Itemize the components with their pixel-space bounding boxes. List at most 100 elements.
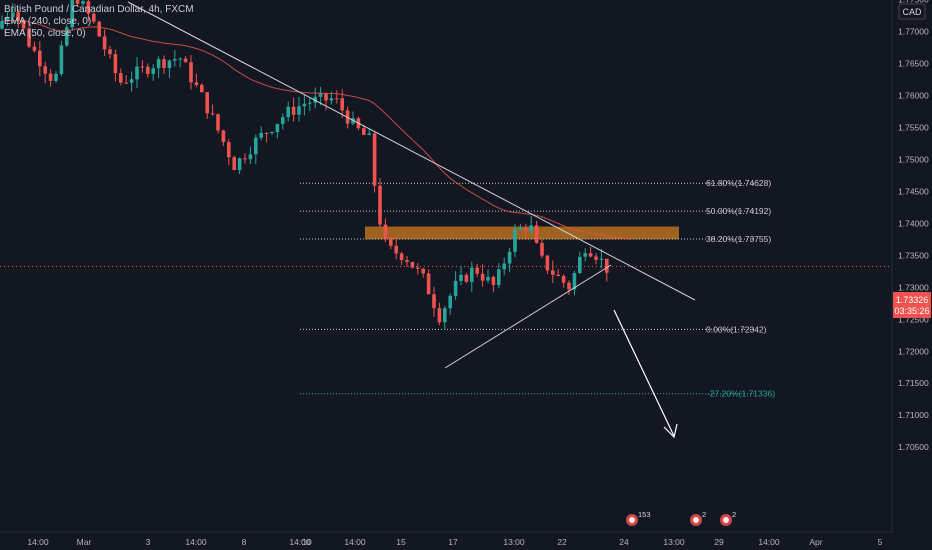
candle-body [502,263,506,270]
candle-body [426,273,431,295]
trend-drawings [127,1,696,439]
candle-body [59,45,64,74]
candlesticks [0,0,609,330]
candle-body [351,118,355,124]
candle-body [453,280,458,296]
candle-body [146,66,150,74]
candle-body [372,133,377,186]
candle-body [583,253,587,257]
candle-body [394,245,398,254]
ema-240-label[interactable]: EMA (240, close, 0) [4,16,92,27]
candle-body [524,227,528,231]
last-price-tag: 1.73326 03:35:26 [893,292,931,318]
ema-line [1,20,631,240]
price-axis[interactable]: 1.77500 1.77000 1.76500 1.76000 1.75500 1.750… [898,0,929,452]
candle-body [81,1,85,4]
chart-legend: British Pound / Canadian Dollar, 4h, FXC… [4,4,194,40]
candle-body [410,261,415,268]
candle-body [448,295,452,309]
candle-body [432,294,436,309]
time-tick-label: 13:00 [503,537,525,547]
candle-body [243,158,247,160]
ema-50-label[interactable]: EMA (50, close, 0) [4,28,86,39]
symbol-title[interactable]: British Pound / Canadian Dollar, 4h, FXC… [4,4,194,15]
candle-body [113,54,118,74]
candle-body [318,93,323,97]
candle-body [167,60,172,69]
candle-body [5,16,10,22]
fib-level-label: 0.00%(1.72342) [706,324,767,334]
time-tick-label: 24 [619,537,629,547]
candle-body [11,12,15,17]
candle-body [194,82,199,85]
candle-body [16,12,20,20]
candle-body [497,269,501,285]
candle-body [156,59,161,69]
price-tick-label: 1.75500 [898,122,929,132]
price-tick-label: 1.70500 [898,442,929,452]
candle-body [27,28,31,47]
candle-body [491,276,496,285]
projection-arrow-line[interactable] [613,309,675,437]
time-tick-label: Mar [77,537,92,547]
descending-trendline[interactable] [127,1,696,301]
candle-body [281,117,285,124]
candle-body [135,66,139,80]
candle-body [254,137,258,155]
candle-body [540,242,544,256]
price-tick-label: 1.73500 [898,250,929,260]
price-tick-label: 1.72500 [898,314,929,324]
countdown-text: 03:35:26 [894,306,929,316]
candle-body [129,79,134,83]
candle-body [599,258,604,260]
time-tick-label: 29 [714,537,724,547]
candle-body [97,21,101,37]
candle-body [237,158,242,171]
time-tick-label: 17 [448,537,458,547]
event-count: 153 [638,510,651,519]
candle-body [205,92,209,114]
candle-body [38,50,42,67]
fib-level-label: -27.20%(1.71336) [707,389,775,399]
fibonacci-levels: 61.80%(1.74628) 50.00%(1.74192) 38.20%(1.7… [0,178,892,399]
candle-body [545,255,550,271]
candle-body [173,58,177,61]
event-icon[interactable]: 153 [626,510,651,526]
candle-body [313,96,317,103]
currency-label[interactable]: CAD [898,3,926,20]
price-tick-label: 1.74000 [898,218,929,228]
time-tick-label: 22 [557,537,567,547]
time-tick-label: 14:00 [344,537,366,547]
candle-body [405,260,409,262]
time-tick-label: Apr [809,537,822,547]
candle-body [421,268,425,274]
candle-body [48,73,53,81]
candle-body [556,274,560,276]
time-tick-label: 8 [242,537,247,547]
event-icons[interactable]: 153 2 2 [626,510,736,526]
price-tick-label: 1.71500 [898,378,929,388]
price-tick-label: 1.77500 [898,0,929,5]
candle-body [43,66,47,74]
candle-body [75,0,80,4]
candle-body [264,132,269,134]
candle-body [108,49,112,55]
candle-body [124,82,128,84]
candle-body [200,84,204,93]
price-tick-label: 1.77000 [898,27,929,37]
candle-body [578,256,582,274]
candle-body [162,59,166,69]
last-price-text: 1.73326 [896,295,929,305]
price-tick-label: 1.74500 [898,186,929,196]
event-icon[interactable]: 2 [720,510,736,526]
candle-body [480,273,485,281]
event-icon[interactable]: 2 [690,510,706,526]
candle-body [227,142,231,158]
price-tick-label: 1.73000 [898,282,929,292]
rising-trendline[interactable] [444,264,612,369]
candle-body [389,238,393,246]
price-tick-label: 1.75000 [898,154,929,164]
candle-body [551,270,555,275]
